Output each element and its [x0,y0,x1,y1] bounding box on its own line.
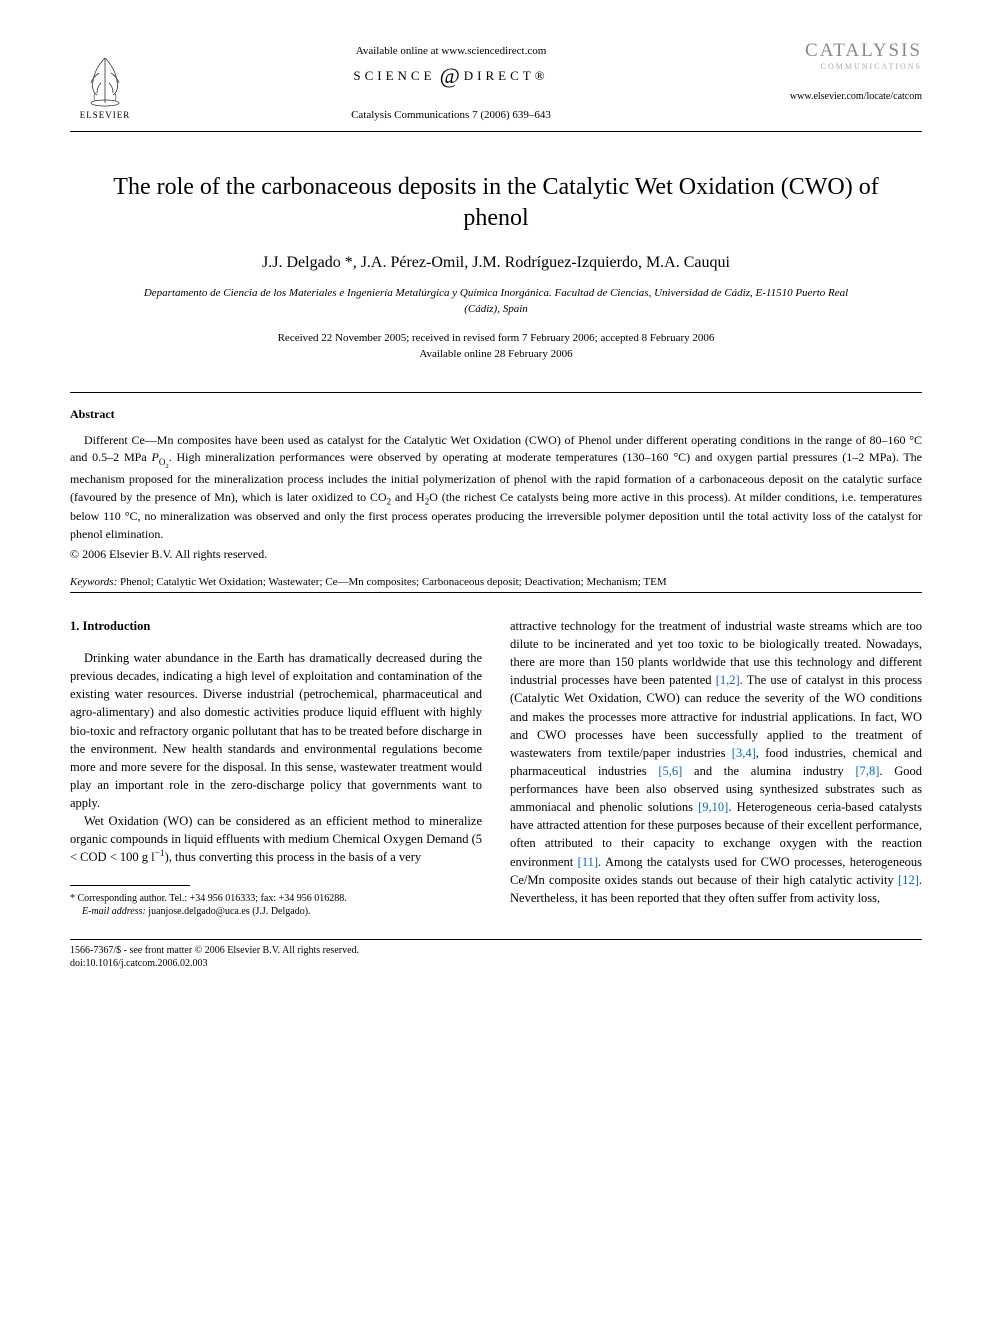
footer-doi: doi:10.1016/j.catcom.2006.02.003 [70,957,922,970]
abstract-text: Different Ce—Mn composites have been use… [70,432,922,543]
keywords-rule [70,592,922,593]
article-dates: Received 22 November 2005; received in r… [70,331,922,362]
header-row: ELSEVIER Available online at www.science… [70,40,922,121]
footnote-email: E-mail address: juanjose.delgado@uca.es … [70,905,482,919]
dates-line1: Received 22 November 2005; received in r… [70,331,922,346]
catalysis-title: CATALYSIS [762,40,922,62]
header-center: Available online at www.sciencedirect.co… [140,40,762,121]
article-title: The role of the carbonaceous deposits in… [100,172,892,234]
sd-left: SCIENCE [353,68,435,84]
elsevier-logo: ELSEVIER [70,40,140,120]
journal-url: www.elsevier.com/locate/catcom [762,91,922,102]
footnote-rule [70,885,190,886]
keywords-list: Phenol; Catalytic Wet Oxidation; Wastewa… [117,576,666,588]
cite-3-4[interactable]: [3,4] [732,746,756,760]
abstract-copyright: © 2006 Elsevier B.V. All rights reserved… [70,547,922,562]
sd-at-icon: @ [440,63,460,89]
corresponding-author: * Corresponding author. Tel.: +34 956 01… [70,892,482,906]
intro-para-2-cont: attractive technology for the treatment … [510,617,922,907]
body-columns: 1. Introduction Drinking water abundance… [70,617,922,919]
dates-line2: Available online 28 February 2006 [70,347,922,362]
sciencedirect-logo: SCIENCE @ DIRECT® [353,63,548,89]
header-rule [70,131,922,132]
catalysis-logo: CATALYSIS COMMUNICATIONS www.elsevier.co… [762,40,922,102]
section-heading-intro: 1. Introduction [70,617,482,635]
email-label: E-mail address: [82,906,146,917]
journal-reference: Catalysis Communications 7 (2006) 639–64… [140,109,762,121]
intro-para-2: Wet Oxidation (WO) can be considered as … [70,812,482,867]
cite-11[interactable]: [11] [578,855,598,869]
email-address: juanjose.delgado@uca.es [146,906,250,917]
body-column-right: attractive technology for the treatment … [510,617,922,919]
sd-right: DIRECT® [464,68,549,84]
catalysis-subtitle: COMMUNICATIONS [762,62,922,71]
abstract-top-rule [70,392,922,393]
cite-12[interactable]: [12] [898,873,919,887]
keywords: Keywords: Phenol; Catalytic Wet Oxidatio… [70,576,922,588]
cite-1-2[interactable]: [1,2] [716,673,740,687]
abstract-heading: Abstract [70,407,922,422]
email-suffix: (J.J. Delgado). [250,906,311,917]
elsevier-text: ELSEVIER [80,110,131,120]
intro-para-1: Drinking water abundance in the Earth ha… [70,649,482,812]
elsevier-tree-icon [75,53,135,108]
keywords-label: Keywords: [70,576,117,588]
col2-text-d: and the alumina industry [682,764,855,778]
footer-line1: 1566-7367/$ - see front matter © 2006 El… [70,944,922,957]
body-column-left: 1. Introduction Drinking water abundance… [70,617,482,919]
authors: J.J. Delgado *, J.A. Pérez-Omil, J.M. Ro… [70,254,922,272]
available-online: Available online at www.sciencedirect.co… [140,45,762,57]
affiliation: Departamento de Ciencia de los Materiale… [130,286,862,317]
cite-5-6[interactable]: [5,6] [658,764,682,778]
cite-9-10[interactable]: [9,10] [698,800,728,814]
footer-rule [70,939,922,940]
cite-7-8[interactable]: [7,8] [855,764,879,778]
